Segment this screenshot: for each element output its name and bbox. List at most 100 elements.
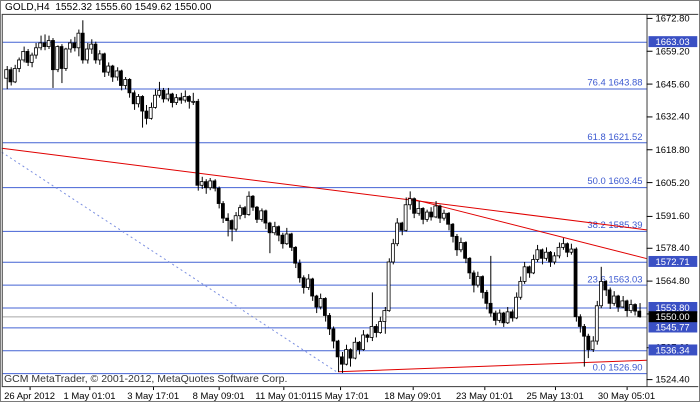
bear-candle (565, 243, 569, 253)
bear-candle (331, 328, 336, 342)
bear-candle (93, 43, 98, 61)
bull-candle (114, 70, 119, 78)
date-label: 11 May 01:01 (255, 391, 311, 401)
bear-candle (144, 110, 149, 119)
bear-candle (356, 341, 361, 350)
price-tick-label: 1605.20 (655, 178, 689, 189)
bear-candle (288, 233, 293, 248)
bull-candle (153, 94, 157, 108)
bull-candle (246, 195, 251, 215)
bull-candle (458, 242, 463, 251)
price-tick-label: 1591.60 (655, 211, 689, 222)
bear-candle (263, 210, 268, 224)
bull-candle (123, 79, 128, 86)
bull-candle (305, 278, 310, 288)
bull-candle (441, 212, 446, 219)
bear-candle (348, 349, 353, 359)
date-label: 25 May 13:01 (527, 391, 584, 401)
bull-candle (318, 298, 323, 308)
bear-candle (484, 291, 489, 304)
chart-ohlc-title: GOLD,H4 1552.32 1555.60 1549.62 1550.00 (5, 2, 212, 13)
bear-candle (526, 266, 531, 274)
boxed-price-label: 1545.77 (655, 322, 689, 333)
bull-candle (556, 246, 561, 257)
bear-candle (412, 198, 416, 214)
bear-candle (25, 51, 30, 63)
bull-candle (475, 276, 480, 286)
bull-candle (599, 281, 603, 307)
bear-candle (59, 46, 64, 69)
bull-candle (259, 210, 264, 220)
dashed-downtrend-line (1, 151, 337, 372)
boxed-price-label: 1553.80 (655, 303, 689, 314)
bear-candle (170, 93, 174, 103)
fib-level-label: 61.8 1621.52 (587, 132, 642, 143)
bear-candle (51, 40, 55, 71)
bull-candle (424, 211, 429, 220)
bull-candle (148, 107, 153, 119)
bear-candle (467, 257, 472, 274)
bear-candle (80, 32, 85, 61)
current-price-box (648, 311, 698, 323)
bear-candle (509, 311, 514, 319)
bull-candle (233, 215, 238, 230)
bull-candle (76, 32, 81, 49)
date-label: 3 May 17:01 (127, 391, 179, 401)
bear-candle (548, 251, 552, 263)
bear-candle (637, 310, 642, 318)
bear-candle (339, 356, 344, 365)
price-label-box (648, 321, 698, 333)
bull-candle (97, 53, 102, 61)
bear-candle (250, 195, 255, 208)
bull-candle (136, 96, 140, 105)
bear-candle (178, 97, 183, 101)
bull-candle (284, 233, 289, 245)
bull-candle (433, 205, 438, 218)
fib-level-label: 50.0 1603.45 (587, 176, 642, 187)
bear-candle (119, 70, 123, 86)
bull-candle (165, 93, 170, 100)
bull-candle (590, 340, 595, 350)
bull-candle (390, 243, 395, 263)
fib-level-label: 0.0 1526.90 (593, 362, 643, 373)
price-tick-label: 1618.80 (655, 145, 689, 156)
bull-candle (352, 341, 357, 359)
bull-candle (238, 207, 242, 217)
price-tick-label: 1564.80 (655, 276, 689, 287)
price-tick-label: 1578.40 (655, 243, 689, 254)
bear-candle (8, 69, 13, 83)
copyright-watermark: GCM MetaTrader, © 2001-2012, MetaQuotes … (4, 373, 288, 385)
price-label-box (648, 301, 698, 313)
date-label: 18 May 09:01 (384, 391, 441, 401)
bull-candle (369, 326, 374, 338)
bull-candle (620, 300, 625, 308)
date-label: 15 May 17:01 (312, 391, 369, 401)
bull-candle (531, 259, 535, 274)
bear-candle (229, 220, 234, 230)
price-label-box (648, 344, 698, 356)
bear-candle (255, 206, 259, 220)
bull-candle (569, 248, 574, 253)
bear-candle (221, 203, 225, 219)
bear-candle (187, 96, 191, 102)
bear-candle (573, 248, 578, 318)
boxed-price-label: 1663.03 (655, 37, 689, 48)
bear-candle (471, 272, 476, 286)
fib-level-label: 76.4 1643.88 (587, 78, 642, 89)
bull-candle (106, 65, 111, 73)
bull-candle (552, 255, 557, 263)
bull-candle (85, 48, 89, 61)
bull-candle (38, 42, 43, 49)
descending-trendline-major (1, 147, 647, 231)
bull-candle (518, 281, 523, 298)
bull-candle (407, 198, 412, 206)
bull-candle (12, 68, 17, 83)
bear-candle (131, 92, 136, 105)
bear-candle (110, 65, 115, 78)
bear-candle (616, 295, 620, 308)
bear-candle (195, 100, 200, 186)
bull-candle (21, 51, 26, 61)
bear-candle (42, 42, 47, 47)
